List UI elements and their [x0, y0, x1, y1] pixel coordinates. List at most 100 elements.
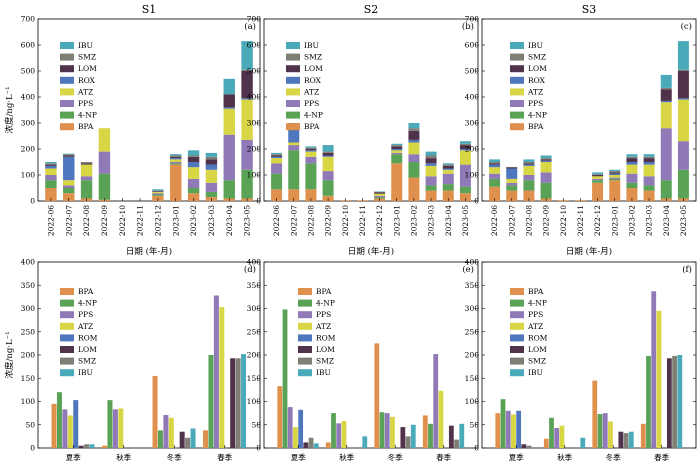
bar-segment-lom-2023-03	[643, 158, 655, 162]
legend-label-4-np: 4-NP	[78, 299, 97, 308]
x-tick-label: 2023-03	[427, 205, 436, 236]
bar-4-np-冬季	[379, 412, 385, 448]
bar-segment-lom-2022-06	[45, 164, 57, 166]
bar-atz-夏季	[67, 415, 73, 448]
legend-label-smz: SMZ	[528, 357, 546, 366]
bar-segment-atz-2022-07	[63, 180, 75, 186]
bar-segment-ibu-2022-12	[374, 191, 386, 192]
bar-segment-smz-2023-03	[425, 155, 437, 159]
bar-segment-atz-2023-02	[626, 164, 638, 174]
bar-segment-smz-2023-02	[408, 128, 420, 131]
panel-letter: (d)	[244, 264, 256, 275]
bar-segment-ibu-2023-05	[459, 141, 471, 144]
bar-segment-smz-2023-04	[442, 164, 454, 166]
bar-atz-冬季	[608, 421, 613, 448]
bar-segment-atz-2022-06	[271, 158, 283, 164]
legend-label-rox: ROX	[304, 76, 322, 85]
legend-label-bpa: BPA	[78, 122, 94, 131]
legend-swatch-4-np	[298, 299, 312, 307]
bar-segment-smz-2022-09	[540, 158, 552, 160]
bar-atz-秋季	[118, 408, 124, 448]
bar-segment-smz-2023-01	[170, 155, 182, 157]
y-tick-label: 400	[21, 93, 36, 102]
bar-pps-春季	[651, 291, 657, 448]
bar-segment-atz-2022-08	[305, 151, 317, 157]
y-tick-label: 0	[256, 444, 261, 453]
y-tick-label: 300	[465, 119, 480, 128]
bar-segment-pps-2023-03	[205, 182, 218, 192]
legend-label-ibu: IBU	[304, 41, 319, 50]
legend-swatch-pps	[60, 311, 74, 319]
legend-swatch-ibu	[298, 369, 312, 377]
panel-c: S3 (c) 0 100 200 300 400 500 600 700 2022-06 2022-0…	[465, 3, 697, 257]
x-tick-label: 2023-04	[662, 205, 671, 236]
legend-swatch-pps	[60, 100, 74, 107]
bar-segment-rox-2023-03	[643, 162, 655, 165]
bar-segment-4-np-2022-07	[288, 150, 300, 190]
y-tick-label: 100	[465, 397, 480, 406]
bar-segment-lom-2022-06	[489, 163, 501, 165]
bar-segment-4-np-2023-03	[643, 185, 655, 191]
legend-label-smz: SMZ	[78, 53, 96, 62]
legend-swatch-4-np	[60, 111, 74, 119]
bar-segment-4-np-2022-08	[523, 180, 535, 191]
bar-lom-冬季	[400, 427, 406, 448]
bar-segment-4-np-2023-02	[408, 162, 420, 178]
bar-segment-smz-2022-08	[305, 147, 317, 149]
bar-segment-atz-2023-04	[442, 169, 454, 174]
panel-a: S1 (a) 0 100 200 300 400 500 600 700 浓度/ng·L⁻¹ 2022…	[4, 3, 261, 257]
y-tick-label: 600	[247, 41, 262, 50]
bar-pps-秋季	[554, 428, 560, 448]
panel-d: (d) 0 50 100 150 200 250 300 350 400 浓度/ng·L⁻¹ 夏季 秋季…	[4, 258, 261, 462]
bar-segment-bpa-2022-07	[506, 190, 518, 201]
y-tick-label: 700	[465, 15, 480, 24]
bar-smz-夏季	[308, 437, 314, 448]
bar-segment-rox-2022-07	[288, 126, 300, 143]
bar-segment-atz-2022-09	[322, 156, 334, 172]
bar-atz-冬季	[390, 416, 395, 448]
bar-pps-冬季	[384, 413, 390, 448]
legend-label-pps: PPS	[78, 99, 93, 108]
panel-e: (e) 0 50 100 150 200 250 300 350 400 夏季 秋季 冬季 春季 BPA 4-…	[247, 258, 479, 462]
bar-ibu-夏季	[89, 444, 95, 448]
bar-segment-rox-2023-02	[626, 162, 638, 165]
legend: IBU SMZ LOM ROX ATZ PPS 4-NP BPA	[286, 41, 323, 131]
bar-segment-4-np-2022-07	[506, 185, 518, 191]
x-axis-title: 日期 (年-月)	[348, 246, 394, 257]
bar-segment-ibu-2023-01	[391, 143, 403, 146]
bar-segment-pps-2023-03	[643, 176, 655, 186]
legend: BPA 4-NP PPS ATZ ROM LOM SMZ IBU	[60, 287, 98, 377]
bar-segment-pps-2022-06	[271, 163, 283, 174]
legend-swatch-smz	[298, 357, 312, 365]
bar-segment-pps-2023-05	[241, 139, 253, 170]
y-tick-label: 300	[21, 119, 36, 128]
bar-segment-lom-2022-12	[152, 191, 164, 192]
legend: BPA 4-NP PPS ATZ ROM LOM SMZ IBU	[298, 287, 336, 377]
x-tick-label: 夏季	[66, 452, 81, 462]
x-tick-label: 2023-05	[461, 205, 470, 236]
bar-segment-ibu-2023-01	[170, 154, 182, 156]
bar-bpa-冬季	[152, 375, 158, 448]
bar-4-np-春季	[646, 355, 651, 448]
bar-segment-atz-2022-09	[540, 162, 552, 173]
bar-segment-ibu-2022-12	[592, 172, 604, 175]
bar-segment-pps-2023-01	[609, 177, 621, 179]
bar-segment-ibu-2022-06	[489, 159, 501, 162]
bar-segment-lom-2023-04	[223, 94, 235, 108]
x-tick-label: 2022-10	[341, 205, 350, 236]
legend-swatch-bpa	[60, 123, 74, 131]
legend-label-pps: PPS	[78, 310, 93, 319]
bar-segment-smz-2022-09	[322, 151, 334, 153]
bar-atz-夏季	[293, 427, 298, 448]
legend-swatch-atz	[286, 88, 300, 96]
x-tick-label: 2023-01	[171, 205, 180, 236]
bar-segment-smz-2023-04	[660, 87, 672, 90]
y-tick-label: 600	[21, 41, 36, 50]
panel-b: S2 (b) 0 100 200 300 400 500 600 700 2022-06 2022-0…	[247, 3, 479, 257]
legend-swatch-smz	[510, 357, 524, 365]
bar-segment-atz-2022-12	[374, 193, 386, 196]
bar-4-np-春季	[428, 423, 433, 448]
bar-segment-4-np-2023-02	[187, 188, 200, 194]
bar-segment-atz-2023-03	[205, 169, 218, 183]
y-tick-label: 200	[465, 145, 480, 154]
